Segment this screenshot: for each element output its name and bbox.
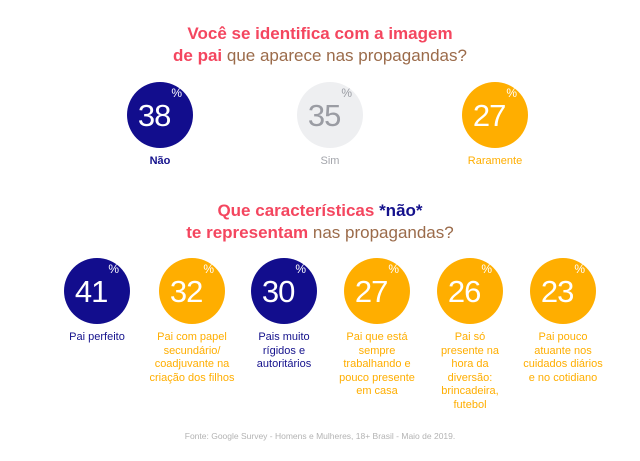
stat-value: 41 <box>74 273 108 309</box>
stat-unit: % <box>388 262 400 276</box>
stat-value: 35 <box>307 97 341 133</box>
stat-label-3: Pais muito rígidos e autoritários <box>256 331 312 370</box>
stat-value: 23 <box>540 273 574 309</box>
stat-value: 38 <box>137 97 171 133</box>
stat-label-4: Pai que está sempre trabalhando e pouco … <box>339 331 415 397</box>
stat-label-2: Pai com papel secundário/ coadjuvante na… <box>149 331 235 384</box>
stat-circle-6: 23% <box>530 258 596 324</box>
stat-label-1: Pai perfeito <box>69 331 125 343</box>
question-1-line-2-bold: de pai <box>173 46 223 65</box>
question-1-line-1: Você se identifica com a imagem <box>187 24 453 43</box>
stat-unit: % <box>171 86 183 100</box>
stat-value: 32 <box>169 273 203 309</box>
stat-unit: % <box>574 262 586 276</box>
stat-unit: % <box>341 86 353 100</box>
question-2-line-2-bold: te representam <box>186 223 309 242</box>
stat-circle-nao: 38% <box>127 82 193 148</box>
stat-label-5: Pai só presente na hora da diversão: bri… <box>440 331 500 411</box>
stat-value: 27 <box>354 273 388 309</box>
stat-circle-5: 26% <box>437 258 503 324</box>
source-footnote: Fonte: Google Survey - Homens e Mulheres… <box>184 431 456 441</box>
stat-circle-raramente: 27% <box>462 82 528 148</box>
stat-value: 26 <box>447 273 481 309</box>
stat-circle-4: 27% <box>344 258 410 324</box>
stat-unit: % <box>506 86 518 100</box>
question-2-title: Que características *não* te representam… <box>0 200 640 244</box>
stat-value: 27 <box>472 97 506 133</box>
stat-unit: % <box>295 262 307 276</box>
stat-circle-sim: 35% <box>297 82 363 148</box>
stat-circle-2: 32% <box>159 258 225 324</box>
stat-unit: % <box>481 262 493 276</box>
stat-label-raramente: Raramente <box>467 155 523 167</box>
question-1-line-2-rest: que aparece nas propagandas? <box>222 46 467 65</box>
stat-circle-3: 30% <box>251 258 317 324</box>
stat-value: 30 <box>261 273 295 309</box>
question-2-line-1: Que características <box>217 201 380 220</box>
stat-unit: % <box>203 262 215 276</box>
stat-label-6: Pai pouco atuante nos cuidados diários e… <box>523 331 603 384</box>
question-2-emphasis: *não* <box>379 201 423 220</box>
stat-unit: % <box>108 262 120 276</box>
stat-label-nao: Não <box>149 155 171 167</box>
question-2-line-2-rest: nas propagandas? <box>308 223 454 242</box>
stat-label-sim: Sim <box>320 155 340 167</box>
question-1-title: Você se identifica com a imagem de pai q… <box>0 23 640 67</box>
stat-circle-1: 41% <box>64 258 130 324</box>
